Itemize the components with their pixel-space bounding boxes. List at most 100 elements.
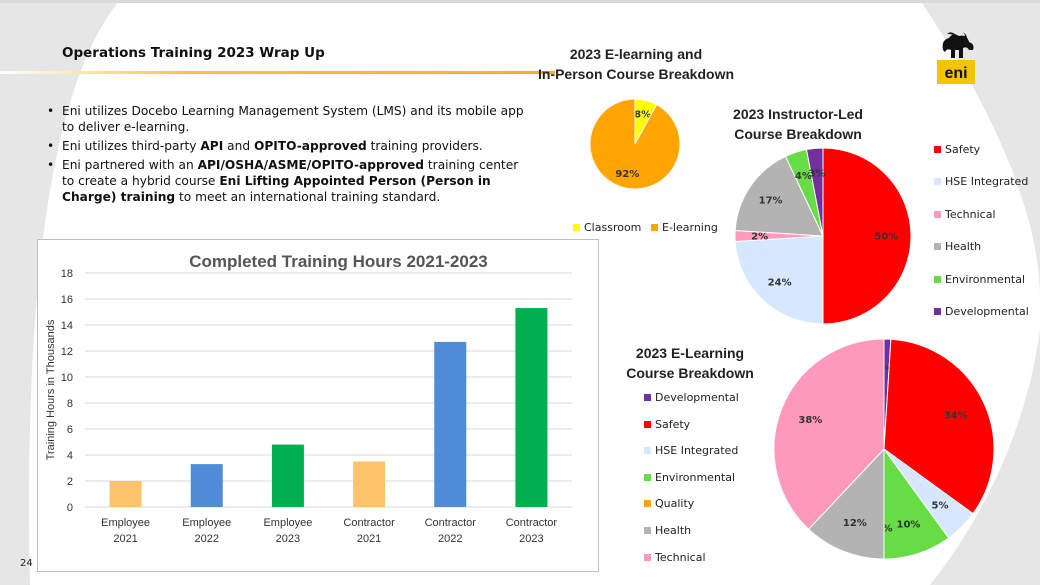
pie1-legend: Classroom E-learning	[573, 221, 733, 237]
legend-swatch	[644, 394, 651, 401]
pie-slice-hse-integrated	[734, 235, 824, 325]
x-tick-label: 2023	[276, 533, 300, 545]
pie2-legend: Safety HSE Integrated Technical Health Envir…	[934, 143, 1040, 323]
pie-chart-elearning-inperson: 8% 92%	[589, 98, 681, 190]
bullet-text: and	[223, 139, 254, 153]
legend-label: Technical	[945, 207, 996, 221]
bullet-text: Eni utilizes third-party	[62, 139, 201, 153]
bullet-item: Eni utilizes third-party API and OPITO-a…	[46, 138, 526, 154]
legend-item-quality: Quality	[644, 497, 694, 510]
legend-label: Developmental	[655, 391, 739, 404]
pie-label-health: 12%	[843, 518, 867, 529]
pie-label-technical: 2%	[751, 231, 768, 242]
bullet-bold-text: API	[200, 139, 224, 153]
legend-item-environmental: Environmental	[934, 273, 1025, 286]
pie-slice-developmental	[805, 147, 824, 237]
pie2-title-line2: Course Breakdown	[734, 126, 862, 142]
bar-chart-title: Completed Training Hours 2021-2023	[189, 252, 488, 271]
legend-item-technical: Technical	[934, 208, 996, 221]
legend-swatch	[644, 500, 651, 508]
legend-swatch	[934, 275, 941, 283]
legend-swatch	[934, 146, 941, 153]
x-tick-label: 2022	[195, 533, 219, 545]
legend-label: Safety	[945, 143, 981, 156]
pie-label-developmental: 1%	[878, 365, 895, 376]
x-tick-label: Contractor	[506, 517, 558, 529]
eni-logo: eni	[937, 32, 975, 84]
pie-label-hse-integrated: 24%	[768, 278, 792, 289]
x-tick-label: Employee	[263, 517, 312, 529]
bar-contractor-2023	[515, 308, 548, 507]
pie2-title-line1: 2023 Instructor-Led	[733, 106, 863, 122]
bullet-text: Eni partnered with an	[62, 158, 198, 172]
legend-label: E-learning	[662, 221, 718, 234]
pie1-title: 2023 E-learning and In-Person Course Bre…	[520, 44, 752, 84]
legend-label: Safety	[655, 417, 691, 431]
legend-item-developmental: Developmental	[644, 391, 739, 404]
legend-item-health: Health	[934, 240, 981, 253]
bar-chart-frame: Completed Training Hours 2021-2023 0 2 4 6 8 1…	[37, 239, 599, 572]
bar-employee-2022	[190, 464, 223, 507]
legend-item-developmental: Developmental	[934, 305, 1029, 318]
pie3-legend: Developmental Safety HSE Integrated Environ…	[644, 391, 764, 571]
pie-label-environmental: 4%	[795, 171, 812, 182]
y-axis-label: Training Hours in Thousands	[45, 319, 57, 460]
pie-label-environmental: 10%	[897, 520, 921, 531]
legend-label: Technical	[655, 550, 706, 564]
legend-item-hse-integrated: HSE Integrated	[644, 444, 738, 457]
pie-chart-instructor-led: 50% 24% 2% 17% 4%3%	[734, 147, 912, 325]
pie-chart-elearning-breakdown: 1%34%5%10%0%12%38%	[773, 338, 995, 560]
legend-label: Environmental	[655, 470, 736, 484]
bullet-text: Eni utilizes Docebo Learning Management …	[62, 104, 524, 134]
x-tick-label: Contractor	[425, 517, 477, 529]
bullet-bold-text: API/OSHA/ASME/OPITO-approved	[197, 158, 425, 172]
page-number: 24	[20, 558, 33, 569]
y-tick-label: 16	[61, 294, 73, 306]
bar-contractor-2022	[434, 341, 467, 507]
page-title: Operations Training 2023 Wrap Up	[62, 45, 325, 61]
pie-label-classroom: 8%	[634, 110, 651, 121]
y-tick-label: 18	[61, 268, 73, 280]
bullet-bold-text: Eni Lifting Appointed Person (Person in …	[62, 174, 491, 204]
pie-label-hse-integrated: 5%	[932, 500, 949, 511]
legend-swatch	[934, 308, 941, 315]
legend-swatch	[651, 224, 658, 231]
bullet-item: Eni utilizes Docebo Learning Management …	[46, 103, 526, 135]
legend-swatch	[644, 527, 651, 534]
legend-label: Classroom	[584, 221, 642, 234]
y-tick-label: 8	[67, 398, 73, 410]
pie-slice-technical	[773, 338, 885, 530]
pie-slice-health	[734, 155, 824, 237]
pie-label-e-learning: 92%	[615, 169, 639, 180]
legend-swatch	[644, 447, 651, 455]
legend-item-classroom: Classroom	[573, 221, 641, 234]
legend-label: HSE Integrated	[945, 175, 1029, 189]
bar-employee-2021	[109, 481, 142, 507]
y-tick-label: 10	[61, 372, 73, 384]
pie3-title-line2: Course Breakdown	[626, 365, 754, 381]
legend-label: Environmental	[945, 272, 1026, 286]
pie3-title-line1: 2023 E-Learning	[635, 345, 745, 361]
legend-item-environmental: Environmental	[644, 471, 735, 484]
bullet-text: training providers.	[366, 139, 483, 153]
y-tick-label: 4	[67, 450, 73, 462]
x-tick-label: 2021	[113, 533, 137, 545]
y-tick-label: 0	[67, 502, 73, 514]
bullet-list: Eni utilizes Docebo Learning Management …	[46, 103, 526, 208]
bullet-text: to meet an international training standa…	[175, 190, 441, 204]
legend-item-safety: Safety	[934, 143, 980, 156]
legend-label: Developmental	[945, 305, 1029, 318]
pie-slice-health	[807, 447, 885, 560]
title-underline	[0, 71, 555, 74]
x-tick-label: Contractor	[343, 517, 395, 529]
legend-swatch	[934, 178, 941, 186]
legend-swatch	[934, 243, 941, 251]
pie-slice-safety	[822, 147, 912, 325]
bullet-bold-text: OPITO-approved	[253, 139, 367, 153]
y-tick-label: 2	[67, 476, 73, 488]
pie1-title-line1: 2023 E-learning and	[569, 46, 703, 62]
logo-text: eni	[944, 65, 967, 82]
y-tick-label: 6	[67, 424, 73, 436]
pie2-title: 2023 Instructor-Led Course Breakdown	[700, 104, 896, 144]
pie-slice-e-learning	[589, 98, 681, 190]
